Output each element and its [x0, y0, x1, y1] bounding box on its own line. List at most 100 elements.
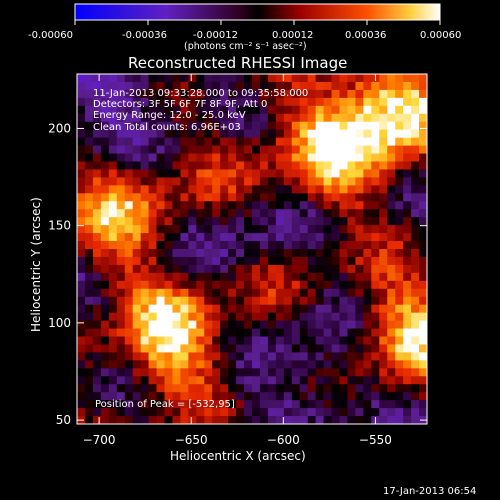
heatmap-cell [212, 201, 221, 210]
heatmap-cell [275, 233, 285, 242]
heatmap-cell [395, 288, 404, 298]
heatmap-cell [331, 360, 340, 369]
heatmap-cell [172, 217, 181, 226]
heatmap-cell [77, 272, 86, 282]
heatmap-cell [108, 352, 118, 361]
heatmap-cell [403, 288, 412, 298]
heatmap-cell [307, 352, 317, 361]
heatmap-cell [355, 169, 364, 178]
heatmap-cell [259, 256, 269, 266]
heatmap-cell [100, 272, 110, 282]
heatmap-cell [355, 241, 364, 250]
heatmap-cell [92, 392, 102, 401]
heatmap-cell [156, 233, 165, 242]
heatmap-cell [387, 384, 396, 393]
heatmap-cell [355, 105, 364, 115]
heatmap-cell [267, 264, 277, 274]
heatmap-cell [180, 384, 189, 393]
heatmap-cell [116, 217, 126, 226]
heatmap-cell [220, 416, 229, 424]
heatmap-cell [403, 408, 412, 417]
heatmap-cell [395, 384, 404, 393]
heatmap-cell [347, 352, 356, 361]
heatmap-cell [148, 74, 157, 83]
heatmap-cell [403, 177, 412, 186]
heatmap-cell [275, 89, 285, 99]
heatmap-cell [323, 256, 332, 266]
heatmap-cell [92, 328, 102, 337]
heatmap-cell [196, 272, 205, 282]
heatmap-cell [220, 280, 229, 290]
heatmap-cell [252, 89, 261, 99]
heatmap-cell [77, 328, 86, 337]
heatmap-cell [419, 74, 427, 83]
heatmap-cell [164, 392, 173, 401]
heatmap-cell [92, 384, 102, 393]
heatmap-cell [228, 328, 237, 337]
heatmap-cell [100, 384, 110, 393]
heatmap-cell [291, 121, 301, 131]
heatmap-cell [252, 312, 261, 321]
heatmap-cell [283, 256, 293, 266]
heatmap-cell [307, 280, 317, 290]
heatmap-cell [92, 408, 102, 417]
heatmap-cell [132, 336, 142, 345]
heatmap-cell [291, 272, 301, 282]
heatmap-cell [403, 296, 412, 306]
heatmap-cell [77, 376, 86, 385]
heatmap-cell [379, 392, 388, 401]
heatmap-cell [100, 169, 110, 178]
heatmap-cell [228, 344, 237, 353]
heatmap-cell [339, 185, 348, 194]
heatmap-cell [275, 384, 285, 393]
heatmap-cell [132, 113, 142, 123]
heatmap-cell [259, 272, 269, 282]
heatmap-cell [275, 74, 285, 83]
heatmap-cell [347, 137, 356, 146]
heatmap-cell [92, 169, 102, 178]
heatmap-cell [220, 272, 229, 282]
heatmap-cell [275, 312, 285, 321]
heatmap-cell [172, 145, 181, 154]
heatmap-cell [323, 81, 332, 91]
heatmap-cell [379, 241, 388, 250]
heatmap-cell [339, 177, 348, 186]
heatmap-cell [275, 336, 285, 345]
heatmap-cell [403, 193, 412, 202]
heatmap-cell [77, 161, 86, 170]
heatmap-cell [84, 177, 94, 186]
heatmap-cell [387, 145, 396, 154]
heatmap-cell [228, 241, 237, 250]
heatmap-cell [108, 129, 118, 139]
heatmap-cell [267, 153, 277, 162]
heatmap-cell [259, 89, 269, 99]
heatmap-cell [77, 153, 86, 162]
heatmap-cell [124, 416, 134, 424]
heatmap-cell [148, 145, 157, 154]
heatmap-cell [244, 400, 253, 409]
heatmap-cell [315, 249, 324, 258]
heatmap-cell [228, 320, 237, 329]
heatmap-cell [267, 408, 277, 417]
heatmap-cell [283, 201, 293, 210]
heatmap-cell [331, 352, 340, 361]
heatmap-cell [355, 97, 364, 107]
heatmap-cell [299, 312, 309, 321]
heatmap-cell [363, 384, 372, 393]
heatmap-cell [267, 392, 277, 401]
heatmap-cell [275, 304, 285, 314]
heatmap-cell [204, 368, 213, 377]
heatmap-cell [371, 400, 380, 409]
heatmap-cell [156, 328, 165, 337]
heatmap-cell [204, 121, 213, 131]
heatmap-cell [363, 280, 372, 290]
heatmap-cell [188, 129, 197, 139]
heatmap-cell [196, 336, 205, 345]
heatmap-cell [196, 296, 205, 306]
heatmap-cell [212, 264, 221, 274]
heatmap-cell [307, 272, 317, 282]
heatmap-cell [148, 89, 157, 99]
heatmap-cell [140, 121, 149, 131]
heatmap-cell [92, 400, 102, 409]
heatmap-cell [116, 400, 126, 409]
